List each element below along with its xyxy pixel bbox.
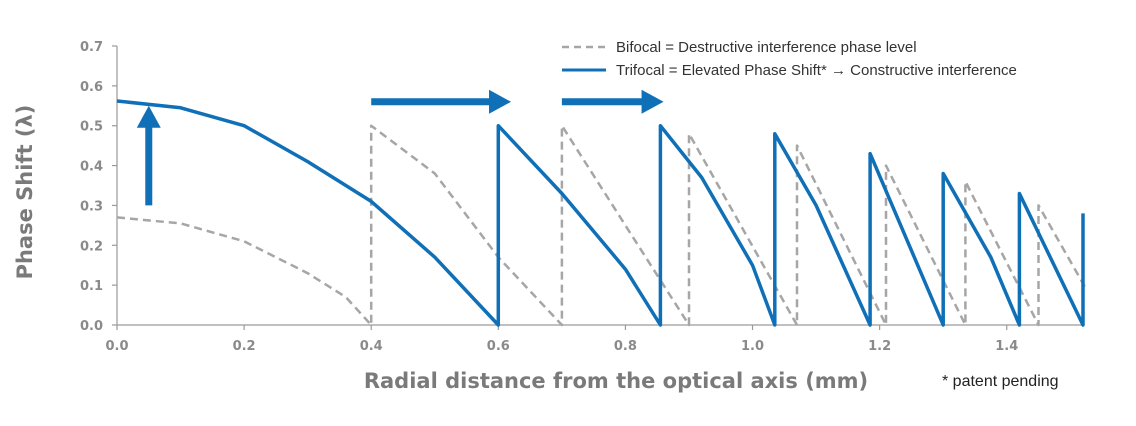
x-tick-label: 0.2 — [233, 339, 256, 354]
series-layer — [116, 99, 1088, 327]
x-tick-label: 0.6 — [487, 339, 510, 354]
bifocal-series-line — [116, 124, 1088, 327]
y-tick-label: 0.3 — [80, 199, 103, 214]
x-tick-label: 1.4 — [995, 339, 1018, 354]
legend-label-bifocal: Bifocal = Destructive interference phase… — [616, 39, 917, 56]
x-tick-label: 1.2 — [868, 339, 891, 354]
y-tick-label: 0.5 — [80, 120, 103, 135]
x-axis-title: Radial distance from the optical axis (m… — [364, 369, 868, 393]
y-tick-label: 0.7 — [80, 40, 103, 55]
patent-footnote: * patent pending — [942, 373, 1059, 390]
axes: 0.0 0.1 0.2 0.3 0.4 0.5 0.6 0.7 0.0 0.2 0.4 0.6 0.8 1… — [80, 40, 1083, 354]
y-tick-label: 0.6 — [80, 80, 103, 95]
y-tick-label: 0.0 — [80, 319, 103, 334]
y-tick-label: 0.4 — [80, 160, 103, 175]
arrow-right-head — [489, 89, 512, 114]
annotation-layer — [136, 89, 664, 206]
trifocal-series-line — [116, 99, 1085, 327]
arrow-right-head — [641, 89, 664, 114]
legend-label-trifocal: Trifocal = Elevated Phase Shift* → Const… — [616, 62, 1017, 79]
x-tick-label: 0.0 — [105, 339, 128, 354]
x-tick-label: 1.0 — [741, 339, 764, 354]
y-axis-title: Phase Shift (λ) — [13, 105, 37, 280]
y-tick-label: 0.2 — [80, 239, 103, 254]
legend: Bifocal = Destructive interference phase… — [562, 39, 1017, 79]
x-tick-label: 0.8 — [614, 339, 637, 354]
y-tick-label: 0.1 — [80, 279, 103, 294]
x-tick-label: 0.4 — [360, 339, 383, 354]
arrow-up-head — [136, 105, 161, 128]
